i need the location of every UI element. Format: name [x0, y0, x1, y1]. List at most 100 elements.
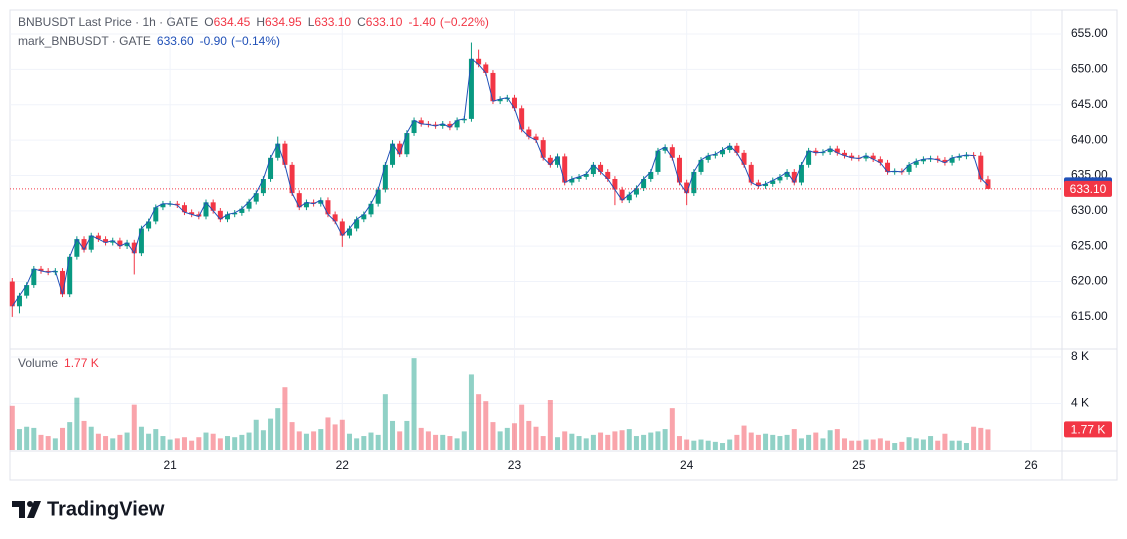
candle-body	[605, 171, 611, 179]
volume-bar	[318, 429, 324, 450]
legend-change-pct: (−0.22%)	[440, 15, 489, 29]
volume-bar	[562, 431, 568, 450]
candle-body	[246, 201, 252, 209]
candle-body	[433, 124, 439, 126]
volume-bar	[189, 440, 195, 450]
volume-bar	[210, 433, 216, 450]
volume-bar	[483, 401, 489, 450]
candle-body	[189, 212, 195, 215]
candle-body	[38, 268, 44, 271]
volume-bar	[282, 387, 288, 450]
candle-body	[641, 179, 647, 189]
volume-bar	[196, 437, 202, 450]
candle-body	[210, 202, 216, 211]
volume-bar	[146, 433, 152, 450]
volume-bar	[346, 433, 352, 450]
volume-bar	[117, 434, 123, 450]
volume-bar	[676, 436, 682, 450]
candle-body	[217, 210, 223, 220]
volume-bar	[404, 420, 410, 450]
volume-bar	[110, 438, 116, 450]
volume-bar	[590, 434, 596, 450]
volume-bar	[920, 439, 926, 450]
volume-bar	[332, 424, 338, 450]
volume-bar	[763, 433, 769, 450]
candle-body	[232, 212, 238, 215]
volume-bar	[978, 427, 984, 450]
candle-body	[920, 159, 926, 162]
candle-body	[935, 158, 941, 160]
volume-bar	[949, 440, 955, 450]
volume-bar	[468, 374, 474, 450]
candle-body	[67, 256, 73, 295]
candle-body	[791, 171, 797, 183]
volume-bar	[375, 434, 381, 450]
candle-body	[289, 164, 295, 194]
volume-bar	[626, 429, 632, 450]
candle-body	[390, 143, 396, 165]
y-tick-label: 645.00	[1071, 97, 1108, 111]
candle-body	[763, 183, 769, 187]
volume-bar	[820, 438, 826, 450]
volume-bar	[181, 437, 187, 450]
volume-bar	[526, 420, 532, 450]
candle-body	[31, 268, 37, 286]
volume-bar	[935, 440, 941, 450]
candle-body	[88, 235, 94, 250]
volume-bar	[619, 430, 625, 450]
candle-body	[74, 239, 80, 257]
candle-body	[483, 64, 489, 73]
legend-key: L	[308, 15, 315, 29]
volume-name: Volume	[18, 356, 58, 370]
candle-body	[633, 188, 639, 195]
volume-bar	[390, 420, 396, 450]
candle-body	[268, 157, 274, 179]
candle-body	[698, 159, 704, 172]
volume-bar	[834, 429, 840, 450]
volume-bar	[705, 440, 711, 450]
volume-bar	[239, 434, 245, 450]
volume-bar	[368, 432, 374, 450]
y-tick-label: 615.00	[1071, 309, 1108, 323]
logo-dot	[27, 501, 33, 507]
candle-body	[827, 148, 833, 153]
candle-body	[963, 154, 969, 157]
volume-bar	[16, 429, 22, 450]
candle-body	[160, 203, 166, 208]
candle-body	[741, 152, 747, 165]
candle-body	[346, 228, 352, 236]
volume-bar	[555, 437, 561, 450]
volume-bar	[95, 433, 101, 450]
candle-body	[648, 171, 654, 179]
candle-body	[260, 179, 266, 194]
candle-body	[676, 157, 682, 183]
candle-body	[619, 189, 625, 201]
volume-bar	[985, 429, 991, 450]
candle-body	[712, 154, 718, 156]
candle-body	[454, 120, 460, 128]
candle-body	[411, 120, 417, 134]
y-tick-label: 650.00	[1071, 62, 1108, 76]
candle-body	[770, 180, 776, 184]
candle-body	[727, 145, 733, 151]
candle-body	[225, 214, 231, 220]
volume-bar	[9, 405, 15, 450]
candle-body	[81, 239, 87, 250]
volume-bar	[612, 431, 618, 450]
volume-bar	[246, 432, 252, 450]
volume-bar	[928, 436, 934, 450]
volume-bar	[877, 438, 883, 450]
candle-body	[404, 133, 410, 155]
x-tick-label: 21	[163, 458, 177, 472]
volume-bar	[669, 408, 675, 450]
volume-bar	[203, 432, 209, 450]
volume-bar	[841, 438, 847, 450]
candle-body	[798, 164, 804, 183]
volume-bar	[806, 434, 812, 450]
candle-body	[117, 240, 123, 247]
candle-body	[806, 150, 812, 165]
candle-body	[519, 108, 525, 130]
volume-bar	[942, 433, 948, 450]
volume-bar	[963, 443, 969, 450]
candle-body	[590, 164, 596, 175]
